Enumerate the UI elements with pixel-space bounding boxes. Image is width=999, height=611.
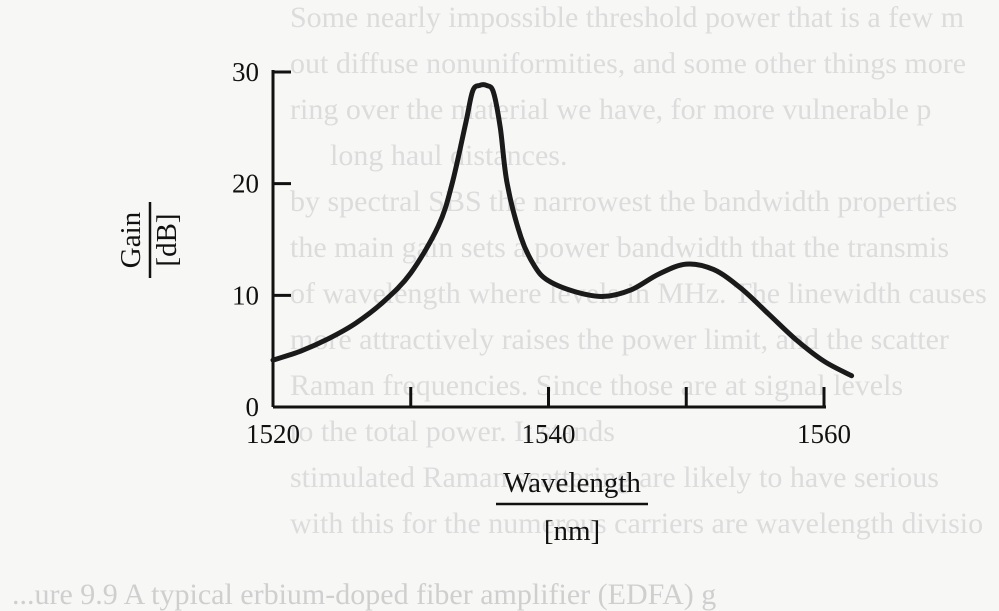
y-tick-label: 0 — [246, 392, 260, 422]
background-text-line: Raman frequencies. Since those are at si… — [290, 369, 903, 402]
background-text-line: out diffuse nonuniformities, and some ot… — [290, 47, 966, 80]
background-text-line: with this for the numerous carriers are … — [290, 507, 983, 540]
background-text-line: by spectral SBS the narrowest the bandwi… — [290, 185, 957, 218]
background-text-line: the main gain sets a power bandwidth tha… — [290, 231, 949, 264]
background-text-line: more attractively raises the power limit… — [290, 323, 949, 356]
x-axis-unit: [nm] — [544, 515, 600, 547]
figure-caption: ...ure 9.9 A typical erbium-doped fiber … — [12, 578, 716, 611]
y-axis-label-group: Gain [dB] — [115, 202, 183, 278]
x-tick-label: 1520 — [246, 419, 300, 449]
background-text-line: to the total power. It stands — [290, 415, 615, 448]
gain-curve — [270, 82, 855, 379]
y-ticks: 0 10 20 30 — [232, 57, 291, 422]
background-text: Some nearly impossible threshold power t… — [290, 1, 987, 540]
background-text-line: stimulated Raman scattering are likely t… — [290, 461, 939, 494]
y-axis-unit: [dB] — [151, 213, 183, 266]
background-text-line: Some nearly impossible threshold power t… — [290, 1, 964, 34]
y-tick-label: 20 — [232, 169, 259, 199]
background-text-line: long haul distances. — [330, 139, 567, 172]
x-ticks: 1520 1540 1560 — [246, 387, 851, 449]
x-tick-label: 1540 — [522, 419, 576, 449]
x-tick-label: 1560 — [797, 419, 851, 449]
y-tick-label: 10 — [232, 280, 259, 310]
y-axis-label: Gain — [115, 211, 147, 268]
x-axis-label: Wavelength — [503, 467, 641, 499]
y-tick-label: 30 — [232, 57, 259, 87]
background-text-line: ring over the material we have, for more… — [290, 93, 931, 126]
